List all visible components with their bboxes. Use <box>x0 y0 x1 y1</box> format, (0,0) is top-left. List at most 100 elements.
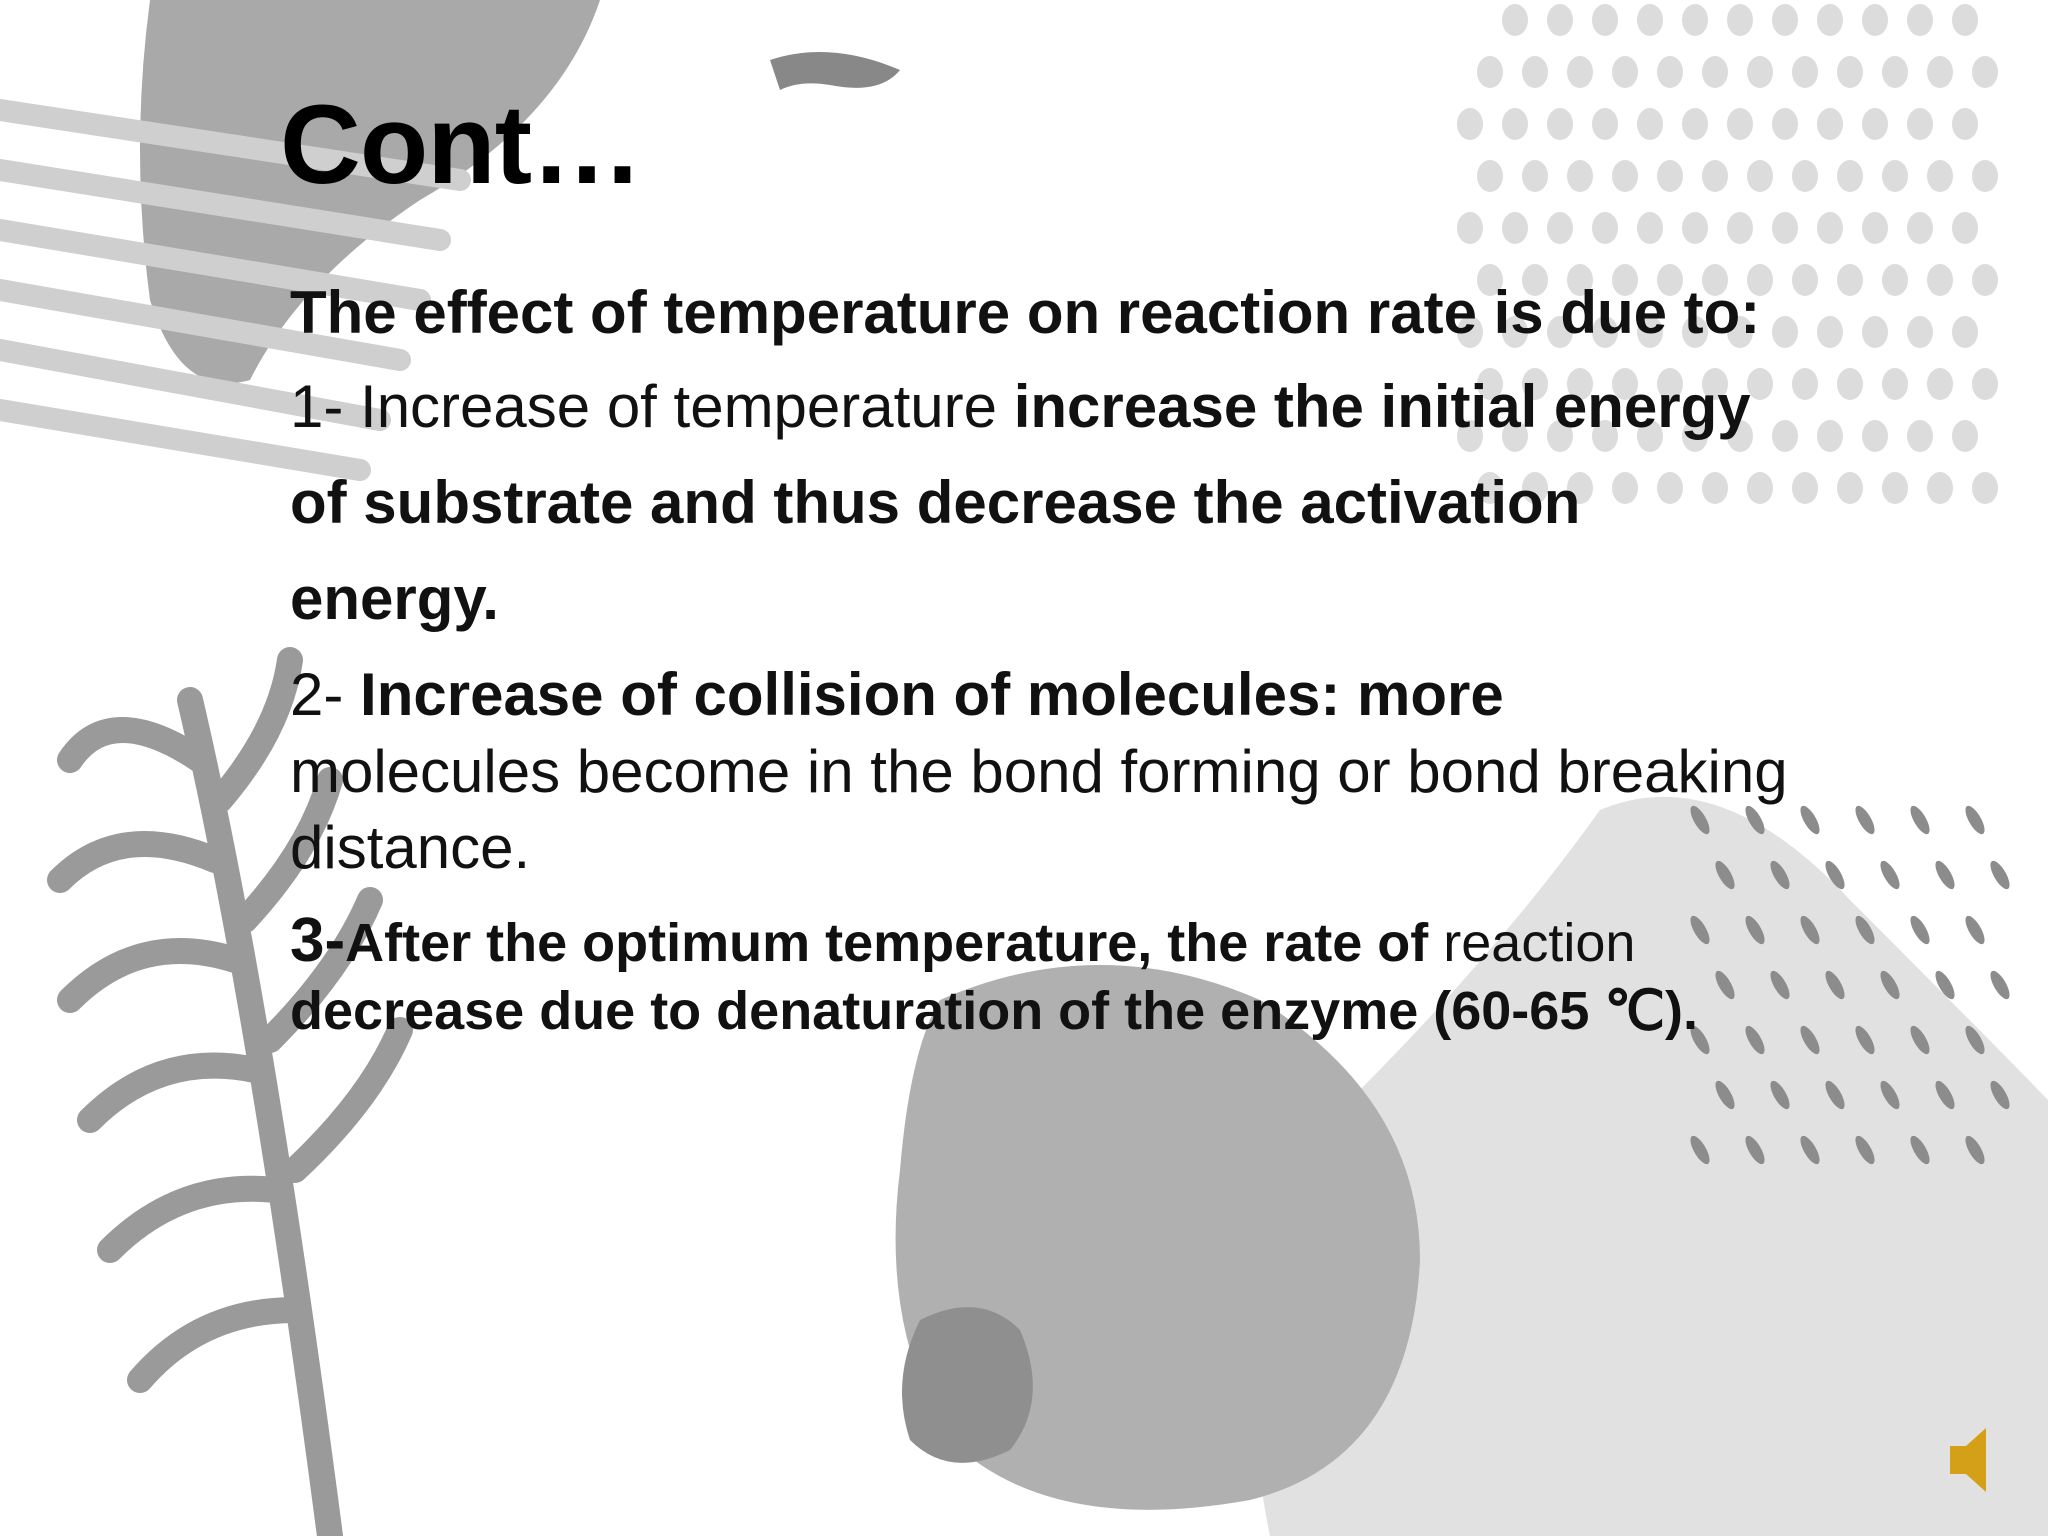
dot <box>1837 264 1863 296</box>
dot <box>1502 4 1528 36</box>
dot <box>1952 316 1978 348</box>
dot <box>1637 420 1663 452</box>
dot <box>1457 420 1483 452</box>
dot <box>1637 108 1663 140</box>
dot <box>1477 264 1503 296</box>
dash <box>1935 860 1955 890</box>
dot <box>1792 160 1818 192</box>
dot <box>1502 420 1528 452</box>
dot <box>1952 4 1978 36</box>
dot <box>1927 368 1953 400</box>
dash <box>1990 860 2010 890</box>
dot <box>1817 316 1843 348</box>
dot <box>1927 56 1953 88</box>
dot <box>1747 264 1773 296</box>
dash <box>1965 915 1985 945</box>
slide-title: Cont… <box>280 82 643 207</box>
dot <box>1972 264 1998 296</box>
dot <box>1772 420 1798 452</box>
dot <box>1792 368 1818 400</box>
dot <box>1547 316 1573 348</box>
dash <box>1965 1135 1985 1165</box>
dash <box>1825 860 1845 890</box>
paragraph: 2- Increase of collision of molecules: m… <box>290 657 1790 887</box>
dot <box>1567 264 1593 296</box>
dot <box>1502 108 1528 140</box>
dot <box>1567 160 1593 192</box>
dot <box>1817 4 1843 36</box>
text-run: 3- <box>290 906 346 976</box>
dot <box>1502 212 1528 244</box>
dot <box>1702 56 1728 88</box>
dot <box>1907 4 1933 36</box>
dash <box>1910 1025 1930 1055</box>
dot <box>1927 472 1953 504</box>
dash <box>1965 1025 1985 1055</box>
dash <box>1770 1080 1790 1110</box>
dash <box>1715 970 1735 1000</box>
dot <box>1682 212 1708 244</box>
dot <box>1952 420 1978 452</box>
dot <box>1862 212 1888 244</box>
dot <box>1612 56 1638 88</box>
dot <box>1972 56 1998 88</box>
dot <box>1837 160 1863 192</box>
dash <box>1745 915 1765 945</box>
dash <box>1880 970 1900 1000</box>
dot <box>1702 264 1728 296</box>
dot <box>1592 4 1618 36</box>
dot <box>1882 368 1908 400</box>
dot <box>1522 264 1548 296</box>
dot <box>1862 108 1888 140</box>
dot <box>1747 472 1773 504</box>
dot <box>1747 160 1773 192</box>
dash <box>1910 805 1930 835</box>
dot <box>1952 212 1978 244</box>
dot <box>1837 56 1863 88</box>
dot <box>1682 316 1708 348</box>
dot <box>1907 212 1933 244</box>
text-run: Increase of collision of molecules: more <box>360 660 1504 728</box>
dot <box>1747 368 1773 400</box>
dash <box>1690 805 1710 835</box>
dash <box>1825 970 1845 1000</box>
dash <box>1825 1080 1845 1110</box>
dot <box>1702 368 1728 400</box>
dash <box>1715 860 1735 890</box>
dash <box>1880 860 1900 890</box>
dot <box>1907 108 1933 140</box>
dot <box>1612 160 1638 192</box>
dot <box>1792 472 1818 504</box>
paragraph: 1- Increase of temperature increase the … <box>290 359 1790 647</box>
text-run: The effect of temperature on reaction ra… <box>290 279 1761 346</box>
dash <box>1800 1135 1820 1165</box>
dot <box>1477 368 1503 400</box>
dot <box>1592 316 1618 348</box>
dot <box>1657 368 1683 400</box>
dash <box>1935 1080 1955 1110</box>
dot <box>1657 472 1683 504</box>
dash <box>1745 805 1765 835</box>
dot <box>1592 420 1618 452</box>
dot <box>1567 472 1593 504</box>
text-run: increase the initial energy of substrate… <box>290 372 1751 632</box>
speaker-icon[interactable] <box>1950 1428 1986 1492</box>
dot <box>1882 160 1908 192</box>
dot <box>1567 56 1593 88</box>
dot <box>1727 212 1753 244</box>
dot <box>1927 264 1953 296</box>
dash <box>1855 1135 1875 1165</box>
dot <box>1772 108 1798 140</box>
dash <box>1965 805 1985 835</box>
dot <box>1927 160 1953 192</box>
dot <box>1457 316 1483 348</box>
dash <box>1770 970 1790 1000</box>
dot <box>1882 56 1908 88</box>
dash <box>1770 860 1790 890</box>
dash <box>1690 1135 1710 1165</box>
dot <box>1772 212 1798 244</box>
dot <box>1657 160 1683 192</box>
text-run: molecules become in the bond forming or … <box>290 737 1788 882</box>
